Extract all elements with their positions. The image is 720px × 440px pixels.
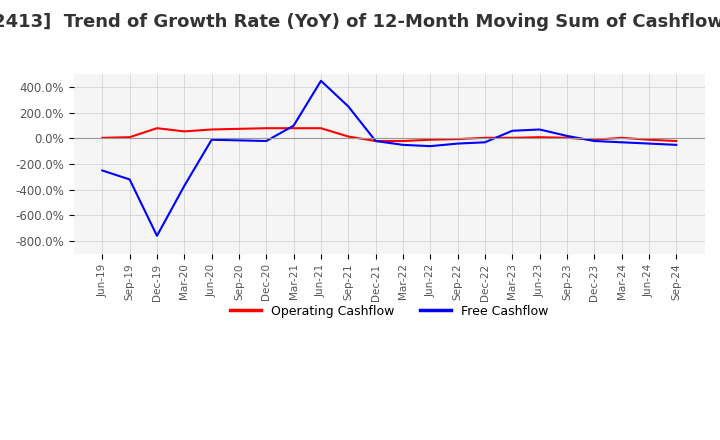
Free Cashflow	[426, 143, 435, 149]
Free Cashflow	[399, 142, 408, 147]
Operating Cashflow	[590, 137, 598, 143]
Operating Cashflow	[372, 138, 380, 143]
Free Cashflow	[672, 142, 680, 147]
Free Cashflow	[207, 137, 216, 143]
Free Cashflow	[235, 138, 243, 143]
Free Cashflow	[617, 139, 626, 145]
Operating Cashflow	[535, 135, 544, 140]
Operating Cashflow	[235, 126, 243, 132]
Line: Operating Cashflow: Operating Cashflow	[102, 128, 676, 141]
Operating Cashflow	[207, 127, 216, 132]
Line: Free Cashflow: Free Cashflow	[102, 81, 676, 236]
Operating Cashflow	[289, 125, 298, 131]
Operating Cashflow	[180, 129, 189, 134]
Operating Cashflow	[98, 135, 107, 140]
Operating Cashflow	[399, 138, 408, 143]
Free Cashflow	[262, 138, 271, 143]
Free Cashflow	[535, 127, 544, 132]
Free Cashflow	[590, 138, 598, 143]
Free Cashflow	[644, 141, 653, 146]
Operating Cashflow	[317, 125, 325, 131]
Operating Cashflow	[344, 134, 353, 139]
Operating Cashflow	[454, 136, 462, 142]
Operating Cashflow	[153, 125, 161, 131]
Free Cashflow	[344, 104, 353, 109]
Free Cashflow	[289, 123, 298, 128]
Legend: Operating Cashflow, Free Cashflow: Operating Cashflow, Free Cashflow	[225, 300, 554, 323]
Free Cashflow	[125, 177, 134, 182]
Free Cashflow	[454, 141, 462, 146]
Free Cashflow	[562, 133, 571, 139]
Operating Cashflow	[426, 137, 435, 143]
Operating Cashflow	[672, 138, 680, 143]
Text: [2413]  Trend of Growth Rate (YoY) of 12-Month Moving Sum of Cashflows: [2413] Trend of Growth Rate (YoY) of 12-…	[0, 13, 720, 31]
Operating Cashflow	[644, 137, 653, 143]
Operating Cashflow	[617, 135, 626, 140]
Free Cashflow	[508, 128, 517, 133]
Operating Cashflow	[125, 135, 134, 140]
Free Cashflow	[98, 168, 107, 173]
Operating Cashflow	[562, 135, 571, 140]
Free Cashflow	[317, 78, 325, 84]
Operating Cashflow	[262, 125, 271, 131]
Operating Cashflow	[508, 135, 517, 140]
Operating Cashflow	[481, 135, 490, 140]
Free Cashflow	[180, 183, 189, 188]
Free Cashflow	[372, 138, 380, 143]
Free Cashflow	[153, 233, 161, 238]
Free Cashflow	[481, 139, 490, 145]
